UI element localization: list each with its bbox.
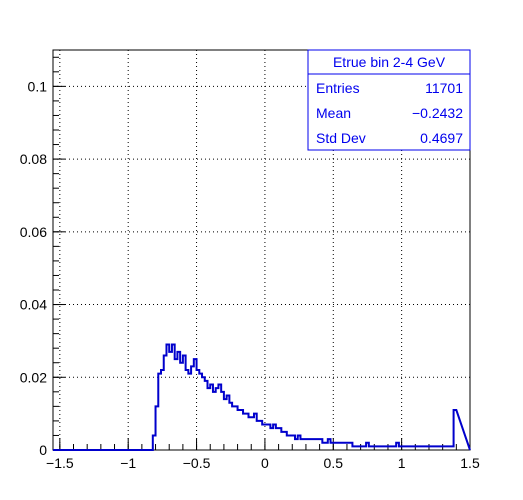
x-tick-label: −1 — [120, 455, 136, 471]
y-tick-label: 0.02 — [20, 369, 47, 385]
x-tick-label: −0.5 — [183, 455, 211, 471]
stats-mean-value: −0.2432 — [412, 105, 463, 121]
stats-entries-label: Entries — [316, 80, 360, 96]
y-tick-label: 0 — [39, 442, 47, 458]
stats-box-frame — [307, 49, 471, 151]
x-tick-label: 0.5 — [324, 455, 344, 471]
stats-entries-value: 11701 — [425, 80, 463, 96]
x-tick-label: 1.5 — [460, 455, 480, 471]
histogram-series-line — [53, 343, 471, 451]
stats-stddev-value: 0.4697 — [420, 130, 463, 146]
stats-mean-label: Mean — [316, 105, 351, 121]
stats-title: Etrue bin 2-4 GeV — [333, 54, 446, 70]
x-tick-label: −1.5 — [46, 455, 74, 471]
y-tick-label: 0.04 — [20, 297, 47, 313]
x-tick-labels: −1.5 −1 −0.5 0 0.5 1 1.5 — [46, 455, 480, 471]
y-tick-labels: 0 0.02 0.04 0.06 0.08 0.1 — [20, 78, 47, 458]
plot-frame — [52, 49, 471, 451]
x-tick-label: 1 — [398, 455, 406, 471]
y-tick-label: 0.06 — [20, 224, 47, 240]
stats-stddev-label: Std Dev — [316, 130, 366, 146]
grid-lines — [53, 50, 470, 450]
y-tick-label: 0.1 — [28, 78, 48, 94]
stats-box: Etrue bin 2-4 GeV Entries 11701 Mean −0.… — [307, 49, 471, 151]
y-tick-label: 0.08 — [20, 151, 47, 167]
x-tick-label: 0 — [261, 455, 269, 471]
